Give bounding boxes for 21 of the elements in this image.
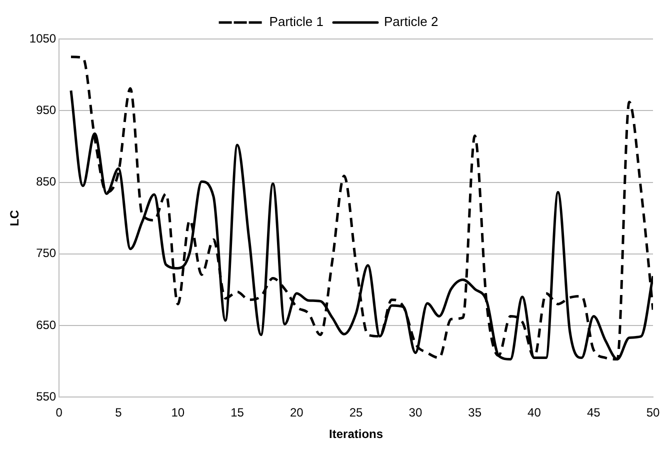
x-axis-title: Iterations [329, 427, 384, 442]
x-tick-label: 50 [646, 406, 660, 420]
x-tick-label: 45 [586, 406, 601, 420]
x-tick-label: 5 [115, 406, 122, 420]
x-tick-label: 35 [468, 406, 482, 420]
x-tick-label: 0 [56, 406, 63, 420]
y-tick-label: 650 [36, 318, 56, 332]
y-tick-label: 1050 [29, 31, 56, 46]
x-tick-label: 40 [528, 406, 542, 420]
legend-label: Particle 1 [269, 14, 324, 30]
y-axis-title: LC [8, 210, 22, 226]
x-tick-label: 20 [290, 406, 304, 420]
y-tick-label: 950 [36, 102, 56, 117]
y-tick-label: 850 [36, 174, 56, 189]
x-tick-label: 15 [230, 406, 244, 420]
y-tick-label: 550 [36, 390, 56, 404]
legend-label: Particle 2 [384, 14, 438, 30]
x-tick-label: 25 [349, 406, 364, 420]
x-tick-label: 10 [171, 406, 185, 420]
x-tick-label: 30 [408, 406, 422, 420]
y-tick-label: 750 [36, 246, 56, 260]
